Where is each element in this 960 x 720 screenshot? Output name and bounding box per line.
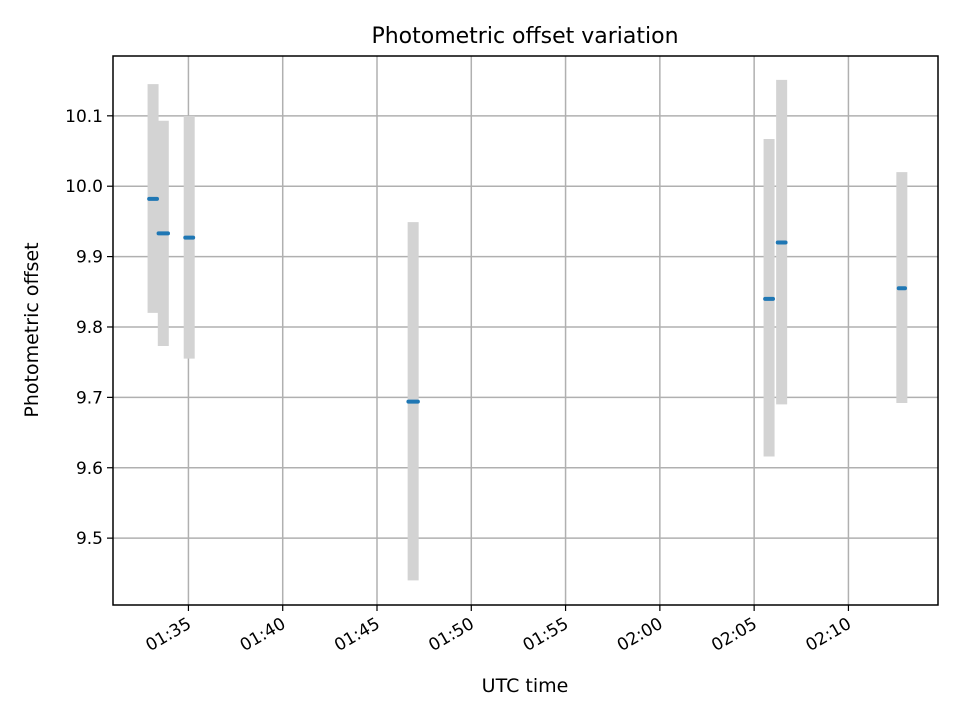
y-tick-label: 9.6: [76, 459, 103, 479]
data-points: [147, 196, 907, 404]
plot-frame: [112, 55, 939, 606]
y-tick-label: 9.9: [76, 248, 103, 268]
y-tick-label: 9.5: [76, 529, 103, 549]
x-axis-label: UTC time: [482, 675, 569, 697]
y-tick-label: 10.0: [65, 177, 103, 197]
y-tick-label: 9.7: [76, 388, 103, 408]
y-axis-label: Photometric offset: [21, 242, 43, 417]
y-tick-label: 10.1: [65, 107, 103, 127]
grid: [113, 56, 938, 605]
y-tick-label: 9.8: [76, 318, 103, 338]
chart-title: Photometric offset variation: [371, 24, 678, 49]
